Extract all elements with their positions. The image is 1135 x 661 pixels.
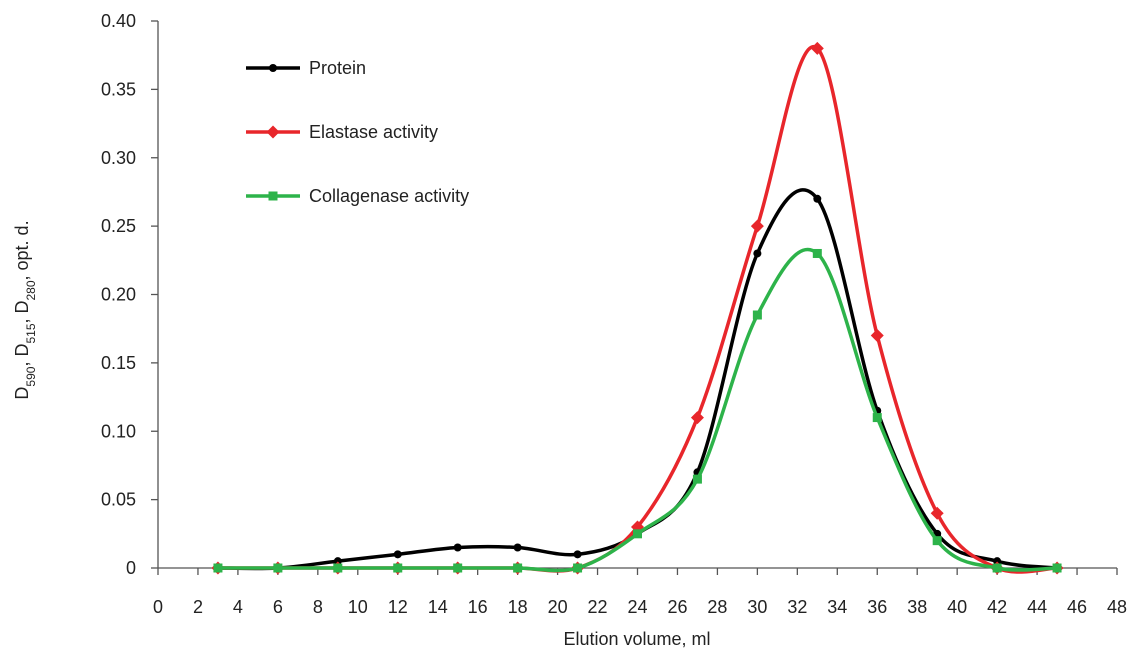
- y-title-subscript: 590: [24, 366, 38, 386]
- marker: [753, 249, 762, 258]
- y-axis-title: D590, D515, D280, opt. d.: [12, 220, 38, 399]
- y-tick-label: 0.20: [101, 285, 136, 305]
- marker: [993, 557, 1002, 566]
- marker: [393, 550, 402, 559]
- marker: [810, 41, 824, 55]
- x-tick-label: 6: [273, 597, 283, 617]
- x-tick-label: 26: [667, 597, 687, 617]
- legend-label: Protein: [309, 58, 366, 78]
- y-title-subscript: 280: [24, 280, 38, 300]
- marker: [393, 563, 403, 573]
- marker: [573, 563, 583, 573]
- x-tick-label: 30: [747, 597, 767, 617]
- legend-marker: [269, 64, 277, 72]
- x-tick-label: 28: [707, 597, 727, 617]
- marker: [932, 536, 942, 546]
- y-tick-label: 0.30: [101, 148, 136, 168]
- legend-marker: [266, 125, 280, 139]
- x-tick-label: 10: [348, 597, 368, 617]
- x-tick-label: 2: [193, 597, 203, 617]
- x-tick-label: 36: [867, 597, 887, 617]
- marker: [453, 563, 463, 573]
- marker: [692, 474, 702, 484]
- marker: [813, 194, 822, 203]
- marker: [930, 506, 944, 520]
- series-line: [217, 188, 1058, 571]
- marker: [453, 543, 462, 552]
- marker: [273, 563, 283, 573]
- marker: [213, 563, 223, 573]
- series-line: [217, 247, 1058, 573]
- y-tick-label: 0.05: [101, 490, 136, 510]
- marker: [870, 329, 884, 343]
- y-title-subscript: 515: [24, 323, 38, 343]
- x-tick-label: 32: [787, 597, 807, 617]
- marker: [1052, 563, 1062, 573]
- x-tick-label: 8: [313, 597, 323, 617]
- x-tick-label: 14: [428, 597, 448, 617]
- marker: [573, 550, 582, 559]
- y-tick-label: 0.10: [101, 421, 136, 441]
- y-tick-label: 0.35: [101, 79, 136, 99]
- marker: [333, 557, 342, 566]
- x-tick-label: 22: [588, 597, 608, 617]
- marker: [752, 310, 762, 320]
- x-tick-label: 48: [1107, 597, 1127, 617]
- x-tick-label: 0: [153, 597, 163, 617]
- y-tick-label: 0.25: [101, 216, 136, 236]
- y-tick-label: 0.15: [101, 353, 136, 373]
- x-tick-label: 20: [548, 597, 568, 617]
- marker: [333, 563, 343, 573]
- x-tick-label: 38: [907, 597, 927, 617]
- x-tick-label: 12: [388, 597, 408, 617]
- marker: [872, 413, 882, 423]
- legend-label: Elastase activity: [309, 122, 438, 142]
- x-tick-label: 40: [947, 597, 967, 617]
- marker: [633, 529, 642, 539]
- x-tick-label: 42: [987, 597, 1007, 617]
- marker: [513, 543, 522, 552]
- marker: [750, 219, 764, 233]
- x-tick-label: 4: [233, 597, 243, 617]
- legend-label: Collagenase activity: [309, 186, 469, 206]
- y-tick-label: 0: [126, 558, 136, 578]
- x-tick-label: 18: [508, 597, 528, 617]
- marker: [690, 411, 704, 425]
- y-title-part: D: [12, 387, 32, 400]
- legend-marker: [268, 191, 278, 201]
- x-tick-label: 24: [627, 597, 647, 617]
- x-tick-label: 46: [1067, 597, 1087, 617]
- x-tick-label: 16: [468, 597, 488, 617]
- marker: [513, 563, 523, 573]
- y-title-part: , D: [12, 300, 32, 323]
- y-title-part: , D: [12, 344, 32, 367]
- x-tick-label: 44: [1027, 597, 1047, 617]
- y-title-part: , opt. d.: [12, 220, 32, 280]
- x-tick-label: 34: [827, 597, 847, 617]
- marker: [812, 248, 822, 258]
- x-axis-title: Elution volume, ml: [563, 629, 710, 649]
- y-tick-label: 0.40: [101, 11, 136, 31]
- marker: [992, 563, 1002, 573]
